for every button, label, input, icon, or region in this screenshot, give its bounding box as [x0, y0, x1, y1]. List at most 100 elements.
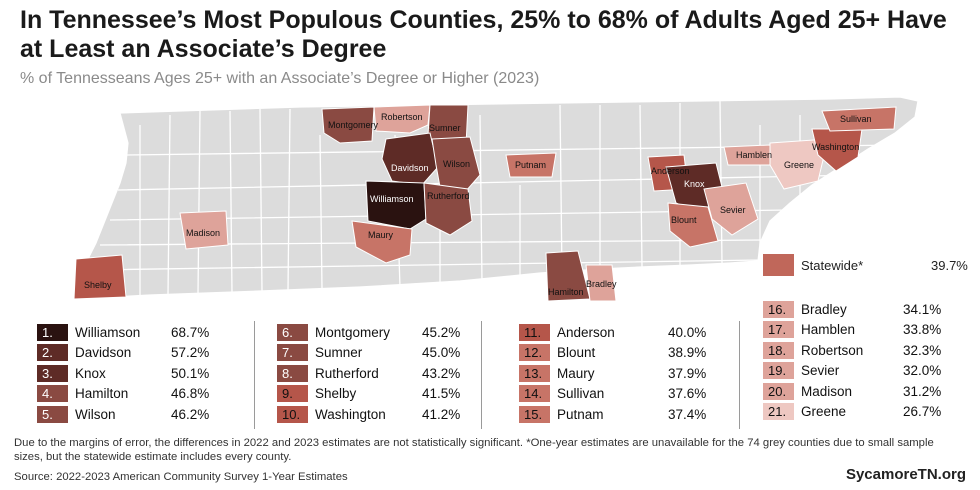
source-note: Source: 2022-2023 American Community Sur…	[14, 471, 348, 483]
statewide-swatch	[763, 254, 794, 276]
legend-county-value: 46.2%	[171, 406, 210, 422]
legend-county-value: 41.5%	[422, 386, 461, 401]
legend-county-name: Madison	[801, 383, 853, 399]
legend-county-name: Washington	[315, 406, 386, 422]
county-label-shelby: Shelby	[84, 280, 112, 290]
legend-county-name: Davidson	[75, 345, 132, 360]
county-label-sevier: Sevier	[720, 205, 746, 215]
legend-rank-swatch: 4.	[37, 385, 68, 402]
legend-rank-swatch: 10.	[277, 405, 308, 423]
county-label-montgomery: Montgomery	[328, 120, 379, 130]
statewide-legend: Statewide* 39.7%	[763, 254, 968, 276]
county-label-putnam: Putnam	[515, 160, 546, 170]
legend-row: 1. Williamson 68.7%	[37, 323, 237, 341]
footnote: Due to the margins of error, the differe…	[14, 437, 934, 463]
legend-divider	[481, 321, 482, 429]
legend-row: 13. Maury 37.9%	[519, 364, 719, 382]
legend-row: 15. Putnam 37.4%	[519, 405, 719, 423]
county-label-greene: Greene	[784, 160, 814, 170]
legend-rank-swatch: 19.	[763, 362, 794, 379]
county-shape-blount	[667, 202, 719, 248]
legend-county-name: Williamson	[75, 324, 141, 340]
legend-county-value: 45.2%	[422, 324, 461, 340]
county-label-wilson: Wilson	[443, 159, 470, 169]
county-label-hamilton: Hamilton	[548, 287, 584, 297]
legend-county-value: 34.1%	[903, 301, 942, 317]
legend-county-name: Shelby	[315, 386, 357, 401]
legend-county-name: Greene	[801, 404, 847, 419]
legend-county-value: 45.0%	[422, 345, 461, 360]
legend-rank-swatch: 5.	[37, 405, 68, 423]
legend-row: 4. Hamilton 46.8%	[37, 385, 237, 403]
legend-county-name: Hamblen	[801, 322, 856, 337]
legend-county-value: 37.9%	[668, 365, 707, 381]
county-label-davidson: Davidson	[391, 163, 429, 173]
legend-county-name: Anderson	[557, 324, 615, 340]
county-shape-sevier	[703, 182, 759, 236]
legend-rank-swatch: 20.	[763, 382, 794, 400]
legend-divider	[739, 321, 740, 429]
legend-row: 14. Sullivan 37.6%	[519, 385, 719, 403]
legend-county-name: Wilson	[75, 406, 116, 422]
brand-logo-text: SycamoreTN.org	[845, 466, 966, 483]
legend-county-name: Bradley	[801, 301, 847, 317]
county-label-maury: Maury	[368, 230, 394, 240]
county-label-williamson: Williamson	[370, 194, 414, 204]
county-shape-sullivan	[821, 106, 897, 132]
county-shape-robertson	[373, 104, 431, 134]
county-label-robertson: Robertson	[381, 112, 423, 122]
county-label-rutherford: Rutherford	[427, 191, 470, 201]
chart-subtitle: % of Tennesseans Ages 25+ with an Associ…	[20, 70, 540, 87]
legend-county-value: 57.2%	[171, 345, 210, 360]
legend-row: 2. Davidson 57.2%	[37, 344, 237, 362]
county-label-knox: Knox	[684, 179, 705, 189]
legend-county-name: Maury	[557, 365, 595, 381]
legend-county-name: Rutherford	[315, 365, 379, 381]
county-shape-davidson	[381, 132, 439, 186]
statewide-label: Statewide*	[801, 258, 864, 273]
legend-rank-swatch: 8.	[277, 364, 308, 382]
county-label-bradley: Bradley	[586, 279, 617, 289]
legend-county-value: 43.2%	[422, 365, 461, 381]
legend-county-name: Sumner	[315, 345, 363, 360]
legend-rank-swatch: 9.	[277, 385, 308, 402]
county-shape-montgomery	[321, 106, 375, 144]
legend-rank-swatch: 7.	[277, 344, 308, 361]
legend-rank-swatch: 18.	[763, 341, 794, 359]
county-shape-putnam	[505, 152, 557, 178]
legend-county-name: Robertson	[801, 342, 864, 358]
county-label-washington: Washington	[812, 142, 859, 152]
legend-row: 8. Rutherford 43.2%	[277, 364, 477, 382]
legend-county-name: Hamilton	[75, 386, 129, 401]
legend-county-name: Knox	[75, 365, 106, 381]
legend-row: 6. Montgomery 45.2%	[277, 323, 477, 341]
legend-county-value: 41.2%	[422, 406, 461, 422]
chart-title: In Tennessee’s Most Populous Counties, 2…	[20, 6, 947, 63]
legend-county-name: Blount	[557, 345, 596, 360]
legend-rank-swatch: 15.	[519, 405, 550, 423]
legend-row: 16. Bradley 34.1%	[763, 300, 963, 318]
legend-rank-swatch: 16.	[763, 300, 794, 318]
legend-county-name: Sullivan	[557, 386, 605, 401]
county-label-blount: Blount	[671, 215, 697, 225]
legend-row: 5. Wilson 46.2%	[37, 405, 237, 423]
legend-rank-swatch: 11.	[519, 323, 550, 341]
legend-county-value: 32.3%	[903, 342, 942, 358]
county-shape-maury	[351, 220, 413, 264]
legend-county-value: 40.0%	[668, 324, 707, 340]
legend-divider	[254, 321, 255, 429]
legend-county-value: 38.9%	[668, 345, 707, 360]
legend-county-name: Sevier	[801, 363, 840, 378]
county-shape-bradley	[585, 264, 617, 302]
legend-county-value: 37.4%	[668, 406, 707, 422]
county-shape-madison	[179, 210, 229, 250]
legend-rank-swatch: 2.	[37, 344, 68, 361]
county-shape-rutherford	[423, 182, 473, 236]
legend-rank-swatch: 13.	[519, 364, 550, 382]
legend-row: 12. Blount 38.9%	[519, 344, 719, 362]
legend-row: 9. Shelby 41.5%	[277, 385, 477, 403]
legend-row: 21. Greene 26.7%	[763, 403, 963, 421]
legend-county-value: 26.7%	[903, 404, 942, 419]
legend-rank-swatch: 17.	[763, 321, 794, 338]
legend-row: 11. Anderson 40.0%	[519, 323, 719, 341]
